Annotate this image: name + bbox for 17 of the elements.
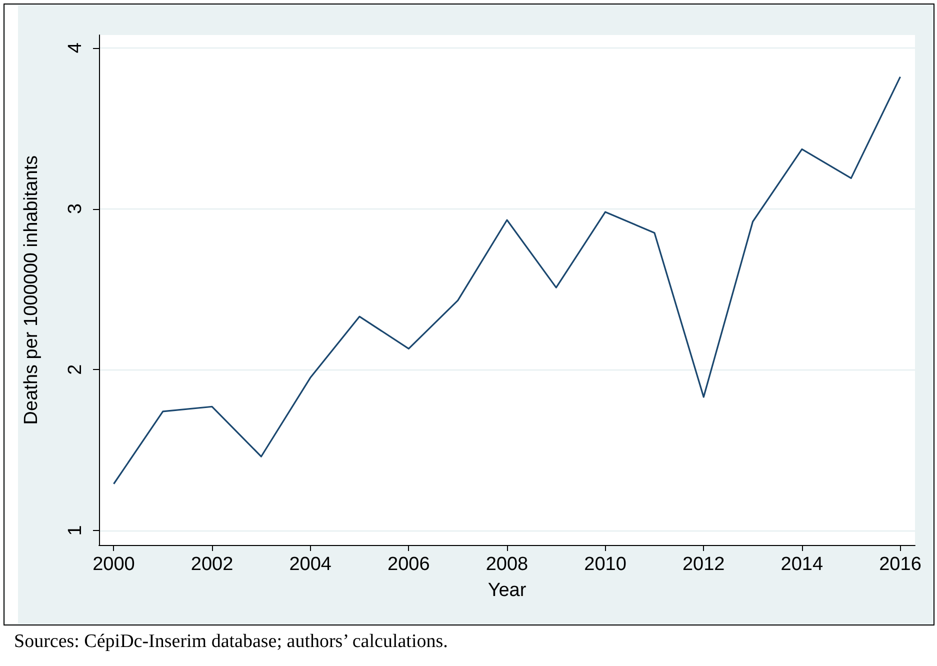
source-note: Sources: CépiDc-Inserim database; authors’ calculations. <box>14 631 448 652</box>
x-tick-label: 2006 <box>388 554 430 575</box>
y-tick-label: 3 <box>65 203 86 214</box>
x-tick-label: 2012 <box>682 554 725 575</box>
y-axis-title: Deaths per 1000000 inhabitants <box>21 155 42 425</box>
x-tick-label: 2016 <box>879 554 922 575</box>
line-series <box>112 76 902 485</box>
x-tick-label: 2004 <box>289 554 332 575</box>
y-tick-label: 2 <box>65 364 86 375</box>
x-tick-label: 2000 <box>92 554 135 575</box>
x-tick-label: 2014 <box>780 554 824 575</box>
y-tick-label: 4 <box>65 42 86 54</box>
x-axis-title: Year <box>488 580 527 601</box>
x-tick-label: 2002 <box>190 554 234 575</box>
y-tick-label: 1 <box>65 525 86 536</box>
x-tick-label: 2010 <box>584 554 626 575</box>
x-tick-label: 2008 <box>486 554 528 575</box>
